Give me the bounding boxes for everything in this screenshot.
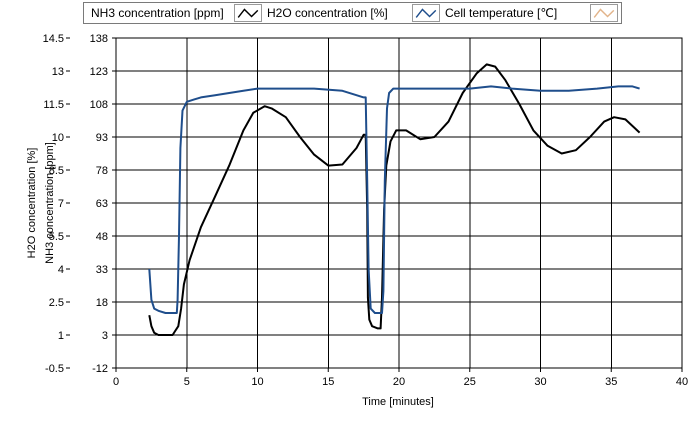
legend-item-cell-temp-swatch xyxy=(590,3,618,23)
x-tick-label: 10 xyxy=(251,376,263,388)
series-line-1 xyxy=(148,85,640,314)
chart-legend: NH3 concentration [ppm] H2O concentratio… xyxy=(83,2,622,24)
y-tick-label-ppm: 108 xyxy=(90,99,108,111)
legend-label-nh3: NH3 concentration [ppm] xyxy=(91,6,224,20)
y-tick-label-ppm: 18 xyxy=(96,297,108,309)
y-tick-label-ppm: 78 xyxy=(96,165,108,177)
y-tick-label-pct: 14.5 xyxy=(43,33,64,45)
grid-lines xyxy=(116,38,682,368)
y-tick-label-pct: 10 xyxy=(52,132,64,144)
legend-label-h2o: H2O concentration [%] xyxy=(267,6,388,20)
y-tick-label-pct: 8.5 xyxy=(49,165,64,177)
x-tick-label: 40 xyxy=(676,376,688,388)
legend-swatch-nh3 xyxy=(234,4,262,22)
x-tick-label: 30 xyxy=(534,376,546,388)
x-tick-label: 15 xyxy=(322,376,334,388)
x-tick-label: 25 xyxy=(464,376,476,388)
y-tick-label-ppm: 48 xyxy=(96,231,108,243)
legend-item-nh3: NH3 concentration [ppm] xyxy=(91,3,224,23)
y-axis-title-inner: NH3 concentration [ppm] xyxy=(44,142,56,264)
y-tick-label-ppm: -12 xyxy=(92,363,108,375)
y-tick-label-ppm: 138 xyxy=(90,33,108,45)
y-tick-label-ppm: 123 xyxy=(90,66,108,78)
y-axis-title-outer: H2O concentration [%] xyxy=(26,148,38,259)
y-tick-label-pct: 13 xyxy=(52,66,64,78)
x-axis-title: Time [minutes] xyxy=(362,396,434,408)
legend-swatch-h2o xyxy=(412,4,440,22)
y-tick-label-pct: 2.5 xyxy=(49,297,64,309)
x-tick-label: 35 xyxy=(605,376,617,388)
y-tick-label-pct: -0.5 xyxy=(45,363,64,375)
series-line-0 xyxy=(148,63,641,336)
x-tick-label: 0 xyxy=(113,376,119,388)
y-tick-label-pct: 5.5 xyxy=(49,231,64,243)
y-tick-label-pct: 7 xyxy=(58,198,64,210)
y-tick-label-ppm: 93 xyxy=(96,132,108,144)
legend-item-h2o: H2O concentration [%] xyxy=(234,3,388,23)
y-tick-label-ppm: 33 xyxy=(96,264,108,276)
legend-item-cell-temp: Cell temperature [℃] xyxy=(412,3,557,23)
y-tick-label-ppm: 3 xyxy=(102,330,108,342)
axis-ticks: 0 5 10 15 20 25 30 35 40 -12 3 18 33 48 63 78 93 108 123 13… xyxy=(43,33,689,388)
legend-swatch-cell-temp xyxy=(590,4,618,22)
y-tick-label-pct: 1 xyxy=(58,330,64,342)
legend-label-cell-temp: Cell temperature [℃] xyxy=(445,6,558,20)
series-lines xyxy=(148,63,641,336)
x-tick-label: 20 xyxy=(393,376,405,388)
y-tick-label-ppm: 63 xyxy=(96,198,108,210)
y-tick-label-pct: 11.5 xyxy=(43,99,64,111)
x-tick-label: 5 xyxy=(184,376,190,388)
y-tick-label-pct: 4 xyxy=(58,264,64,276)
